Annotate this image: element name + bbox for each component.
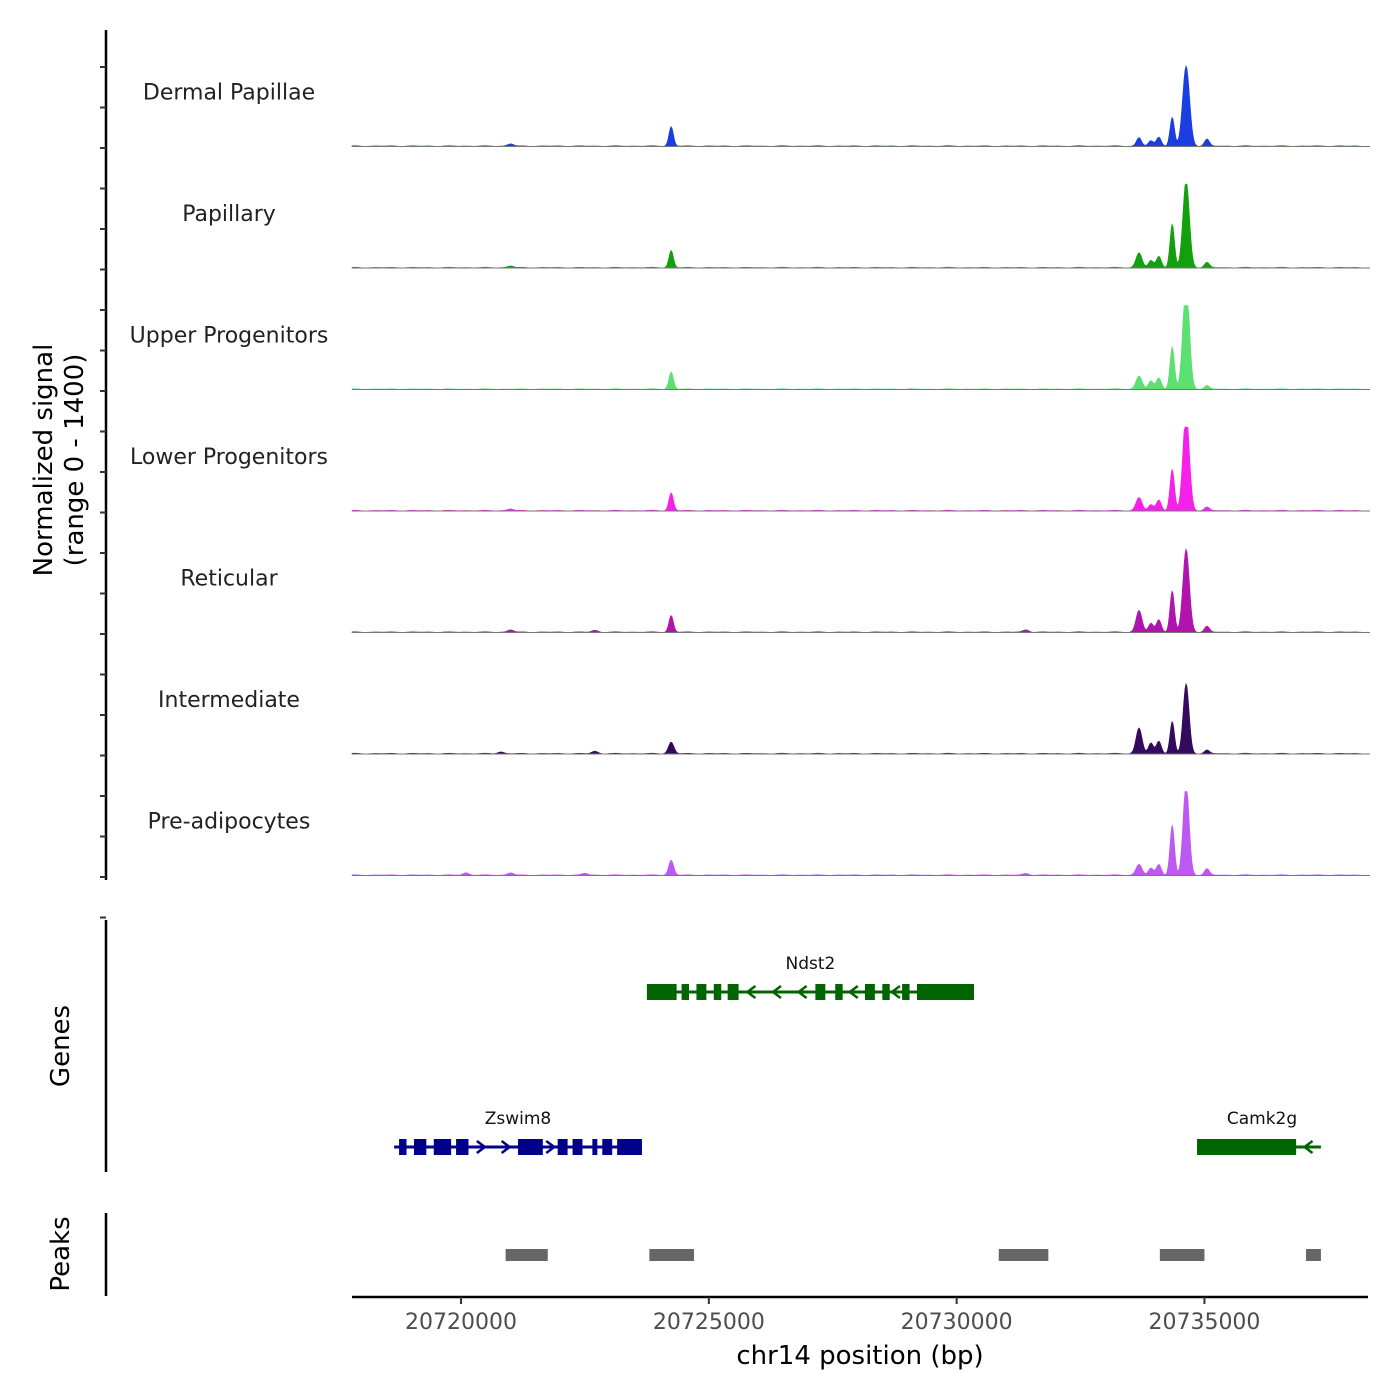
gene-exon <box>433 1139 452 1155</box>
y-axis-title-line1: Normalized signal <box>29 344 59 577</box>
genes-axis-title: Genes <box>46 1005 76 1087</box>
gene-exon <box>681 984 690 1000</box>
gene-name-label: Ndst2 <box>786 954 836 974</box>
peak-region <box>1159 1249 1205 1261</box>
gene-annotation-track: Ndst2 Zswim8 Camk2g <box>394 954 1321 1155</box>
y-axis-title-line2: (range 0 - 1400) <box>60 354 90 567</box>
gene-exon <box>815 984 826 1000</box>
track-label: Papillary <box>182 202 276 227</box>
gene-model: Camk2g <box>1197 1109 1321 1155</box>
gene-exon <box>916 984 974 1000</box>
x-tick-label: 20725000 <box>653 1310 765 1335</box>
signal-track: Dermal Papillae <box>143 64 1370 147</box>
strand-arrow <box>796 985 808 999</box>
gene-exon <box>646 984 677 1000</box>
axes: 20720000 20725000 20730000 20735000 <box>100 30 1368 1335</box>
gene-exon <box>518 1139 543 1155</box>
signal-area <box>351 305 1369 390</box>
track-label: Lower Progenitors <box>130 445 328 470</box>
strand-arrow <box>545 1140 557 1154</box>
gene-model: Zswim8 <box>394 1109 642 1155</box>
gene-exon <box>696 984 707 1000</box>
track-label: Reticular <box>180 567 278 592</box>
signal-area <box>351 682 1369 755</box>
peaks-track <box>505 1249 1321 1261</box>
strand-arrow <box>476 1140 487 1154</box>
track-label: Pre-adipocytes <box>148 810 311 835</box>
signal-track: Reticular <box>180 547 1370 633</box>
x-tick-label: 20720000 <box>405 1310 517 1335</box>
track-label: Upper Progenitors <box>130 324 329 349</box>
gene-exon <box>864 984 875 1000</box>
signal-area <box>351 547 1369 633</box>
gene-exon <box>835 984 843 1000</box>
strand-arrow <box>889 985 901 999</box>
gene-exon <box>592 1139 598 1155</box>
signal-track: Intermediate <box>158 682 1370 755</box>
gene-exon <box>882 984 890 1000</box>
gene-exon <box>727 984 739 1000</box>
gene-exon <box>602 1139 613 1155</box>
signal-area <box>351 426 1369 512</box>
strand-arrow <box>745 985 757 999</box>
gene-exon <box>557 1139 568 1155</box>
strand-arrow <box>770 985 782 999</box>
gene-name-label: Zswim8 <box>485 1109 552 1129</box>
signal-track: Pre-adipocytes <box>148 791 1370 876</box>
x-tick-label: 20735000 <box>1148 1310 1260 1335</box>
strand-arrow <box>1302 1140 1314 1154</box>
gene-exon <box>413 1139 427 1155</box>
strand-arrow <box>847 985 859 999</box>
signal-area <box>351 183 1369 269</box>
signal-track: Upper Progenitors <box>130 305 1370 390</box>
signal-track: Papillary <box>182 183 1370 269</box>
signal-area <box>351 64 1369 147</box>
gene-exon <box>617 1139 642 1155</box>
track-label: Dermal Papillae <box>143 81 315 106</box>
x-axis-title: chr14 position (bp) <box>736 1341 983 1371</box>
signal-track: Lower Progenitors <box>130 426 1370 512</box>
x-tick-label: 20730000 <box>901 1310 1013 1335</box>
peak-region <box>505 1249 548 1261</box>
gene-exon <box>399 1139 407 1155</box>
peak-region <box>1306 1249 1321 1261</box>
peak-region <box>649 1249 694 1261</box>
peaks-axis-title: Peaks <box>46 1216 76 1291</box>
gene-exon <box>456 1139 469 1155</box>
signal-tracks: Dermal Papillae Papillary Upper Progenitor… <box>130 64 1370 876</box>
gene-exon <box>1197 1139 1297 1155</box>
gene-model: Ndst2 <box>646 954 974 1000</box>
gene-name-label: Camk2g <box>1227 1109 1297 1129</box>
gene-exon <box>713 984 722 1000</box>
strand-arrow <box>500 1140 512 1154</box>
gene-exon <box>572 1139 583 1155</box>
peak-region <box>998 1249 1049 1261</box>
signal-area <box>351 791 1369 876</box>
gene-exon <box>902 984 910 1000</box>
track-label: Intermediate <box>158 688 300 713</box>
